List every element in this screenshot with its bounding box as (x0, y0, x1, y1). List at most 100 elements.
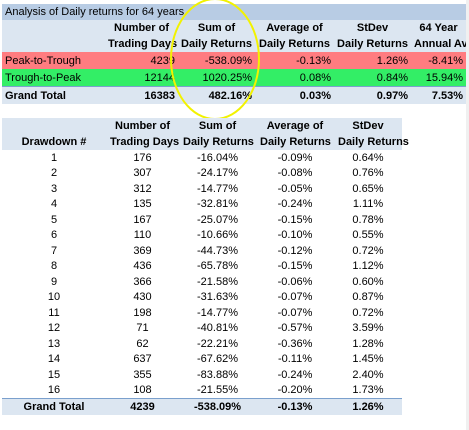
stdev-cell[interactable]: 0.97% (334, 86, 411, 104)
header-cell[interactable] (2, 36, 105, 52)
annual-avg-cell[interactable]: -8.41% (411, 52, 467, 69)
trading-days-cell[interactable]: 198 (106, 305, 179, 321)
trading-days-cell[interactable]: 637 (106, 351, 179, 367)
sum-cell[interactable]: -65.78% (179, 258, 256, 274)
drawdown-number-cell[interactable]: 2 (2, 165, 106, 181)
average-cell[interactable]: -0.15% (256, 258, 334, 274)
average-cell[interactable]: -0.24% (256, 367, 334, 383)
sum-cell[interactable]: 482.16% (178, 86, 255, 104)
header-cell[interactable]: Average of (256, 118, 334, 134)
stdev-cell[interactable]: 3.59% (334, 320, 402, 336)
sum-cell[interactable]: -22.21% (179, 336, 256, 352)
average-cell[interactable]: -0.36% (256, 336, 334, 352)
annual-avg-cell[interactable]: 15.94% (411, 69, 467, 87)
average-cell[interactable]: -0.15% (256, 212, 334, 228)
stdev-cell[interactable]: 1.12% (334, 258, 402, 274)
sum-cell[interactable]: -83.88% (179, 367, 256, 383)
header-cell[interactable]: Average of (255, 20, 334, 36)
drawdown-number-cell[interactable]: 7 (2, 243, 106, 259)
header-cell[interactable]: 64 Year (411, 20, 467, 36)
stdev-cell[interactable]: 0.84% (334, 69, 411, 87)
row-label[interactable]: Peak-to-Trough (2, 52, 105, 69)
drawdown-number-cell[interactable]: 4 (2, 196, 106, 212)
drawdown-number-cell[interactable]: 14 (2, 351, 106, 367)
row-label[interactable]: Grand Total (2, 398, 106, 415)
sum-cell[interactable]: -40.81% (179, 320, 256, 336)
trading-days-cell[interactable]: 176 (106, 150, 179, 166)
stdev-cell[interactable]: 0.64% (334, 150, 402, 166)
drawdown-number-cell[interactable]: 10 (2, 289, 106, 305)
header-cell[interactable]: Daily Returns (256, 134, 334, 150)
drawdown-number-cell[interactable]: 12 (2, 320, 106, 336)
header-cell[interactable]: Annual Avg (411, 36, 467, 52)
trading-days-cell[interactable]: 110 (106, 227, 179, 243)
trading-days-cell[interactable]: 355 (106, 367, 179, 383)
average-cell[interactable]: -0.20% (256, 382, 334, 399)
drawdown-number-cell[interactable]: 9 (2, 274, 106, 290)
header-cell[interactable]: Daily Returns (334, 36, 411, 52)
sum-cell[interactable]: -14.77% (179, 181, 256, 197)
header-cell[interactable]: Daily Returns (255, 36, 334, 52)
trading-days-cell[interactable]: 307 (106, 165, 179, 181)
sum-cell[interactable]: -14.77% (179, 305, 256, 321)
drawdown-number-cell[interactable]: 15 (2, 367, 106, 383)
trading-days-cell[interactable]: 135 (106, 196, 179, 212)
average-cell[interactable]: -0.12% (256, 243, 334, 259)
sum-cell[interactable]: -24.17% (179, 165, 256, 181)
annual-avg-cell[interactable]: 7.53% (411, 86, 467, 104)
stdev-cell[interactable]: 2.40% (334, 367, 402, 383)
stdev-cell[interactable]: 1.73% (334, 382, 402, 399)
trading-days-cell[interactable]: 369 (106, 243, 179, 259)
average-cell[interactable]: -0.24% (256, 196, 334, 212)
table-title[interactable]: Analysis of Daily returns for 64 years (2, 4, 467, 20)
stdev-cell[interactable]: 0.60% (334, 274, 402, 290)
stdev-cell[interactable]: 0.72% (334, 305, 402, 321)
average-cell[interactable]: -0.11% (256, 351, 334, 367)
average-cell[interactable]: -0.06% (256, 274, 334, 290)
average-cell[interactable]: -0.07% (256, 305, 334, 321)
header-cell[interactable]: Number of (106, 118, 179, 134)
trading-days-cell[interactable]: 312 (106, 181, 179, 197)
row-label[interactable]: Grand Total (2, 86, 105, 104)
average-cell[interactable]: -0.13% (256, 398, 334, 415)
average-cell[interactable]: -0.57% (256, 320, 334, 336)
trading-days-cell[interactable]: 108 (106, 382, 179, 399)
trading-days-cell[interactable]: 167 (106, 212, 179, 228)
trading-days-cell[interactable]: 4239 (106, 398, 179, 415)
header-cell[interactable]: Daily Returns (179, 134, 256, 150)
sum-cell[interactable]: -538.09% (179, 398, 256, 415)
trading-days-cell[interactable]: 430 (106, 289, 179, 305)
drawdown-number-cell[interactable]: 16 (2, 382, 106, 399)
header-cell[interactable]: StDev (334, 20, 411, 36)
trading-days-cell[interactable]: 62 (106, 336, 179, 352)
stdev-cell[interactable]: 1.26% (334, 398, 402, 415)
sum-cell[interactable]: -538.09% (178, 52, 255, 69)
sum-cell[interactable]: -67.62% (179, 351, 256, 367)
header-cell[interactable]: Number of (105, 20, 178, 36)
sum-cell[interactable]: -44.73% (179, 243, 256, 259)
average-cell[interactable]: -0.05% (256, 181, 334, 197)
stdev-cell[interactable]: 0.87% (334, 289, 402, 305)
drawdown-number-cell[interactable]: 3 (2, 181, 106, 197)
header-cell[interactable]: Daily Returns (178, 36, 255, 52)
stdev-cell[interactable]: 1.26% (334, 52, 411, 69)
stdev-cell[interactable]: 0.65% (334, 181, 402, 197)
header-cell[interactable]: Drawdown # (2, 134, 106, 150)
stdev-cell[interactable]: 0.78% (334, 212, 402, 228)
drawdown-number-cell[interactable]: 11 (2, 305, 106, 321)
sum-cell[interactable]: -21.55% (179, 382, 256, 399)
drawdown-number-cell[interactable]: 1 (2, 150, 106, 166)
drawdown-number-cell[interactable]: 13 (2, 336, 106, 352)
stdev-cell[interactable]: 0.55% (334, 227, 402, 243)
drawdown-number-cell[interactable]: 6 (2, 227, 106, 243)
sum-cell[interactable]: -10.66% (179, 227, 256, 243)
stdev-cell[interactable]: 1.11% (334, 196, 402, 212)
trading-days-cell[interactable]: 366 (106, 274, 179, 290)
trading-days-cell[interactable]: 12144 (105, 69, 178, 87)
average-cell[interactable]: 0.08% (255, 69, 334, 87)
trading-days-cell[interactable]: 436 (106, 258, 179, 274)
header-cell[interactable]: Sum of (179, 118, 256, 134)
stdev-cell[interactable]: 0.72% (334, 243, 402, 259)
trading-days-cell[interactable]: 4239 (105, 52, 178, 69)
header-cell[interactable]: StDev (334, 118, 402, 134)
